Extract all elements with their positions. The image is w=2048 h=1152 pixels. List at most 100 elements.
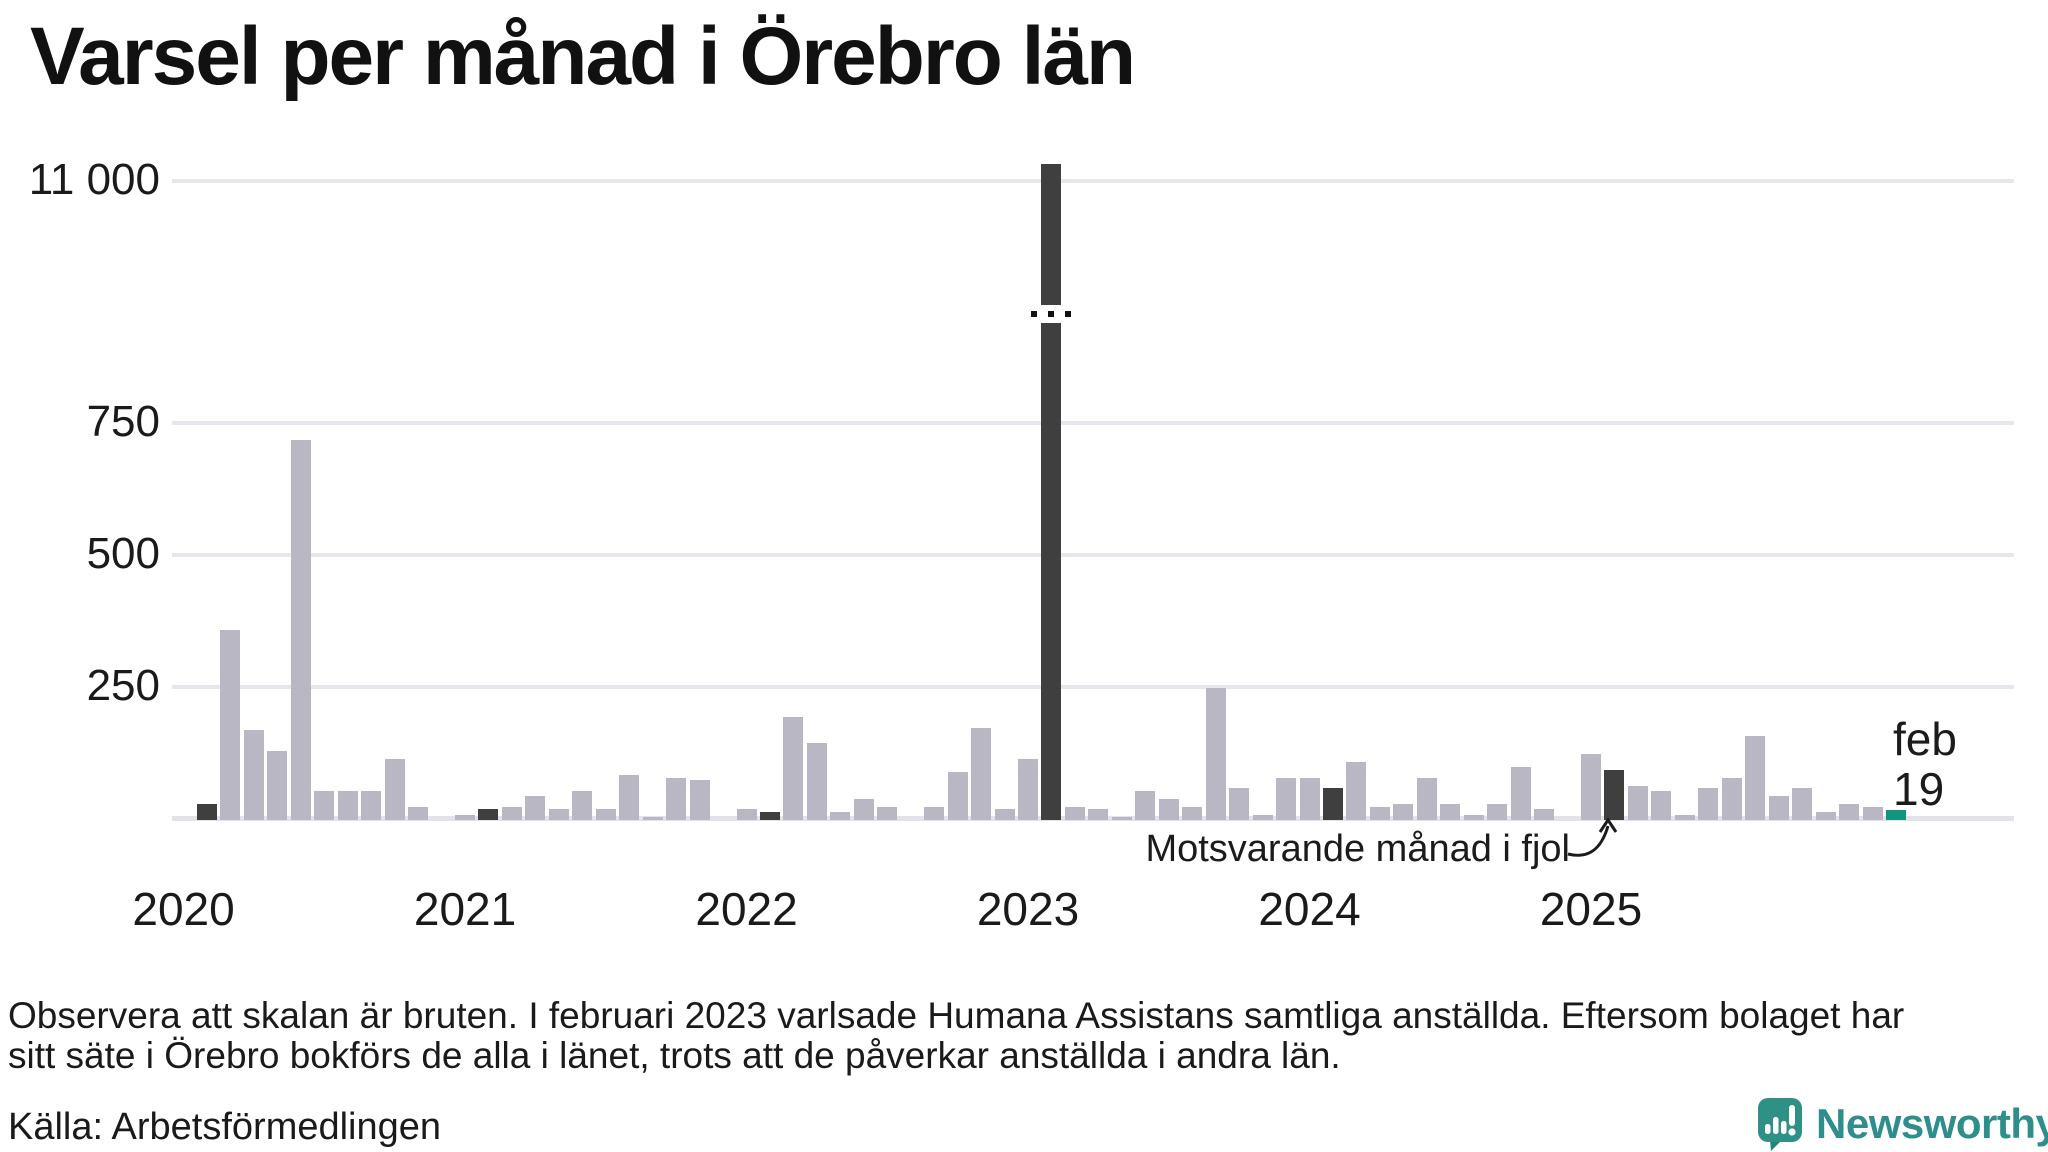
- bar-2023-09: [1205, 688, 1226, 820]
- current-month-value: 19: [1893, 763, 1945, 815]
- bar-2020-11: [408, 806, 429, 820]
- gridline: [172, 421, 2014, 425]
- bar-2021-09: [642, 817, 663, 820]
- axis-break-dot: [1048, 311, 1055, 317]
- bar-2022-06: [853, 798, 874, 820]
- annotation-label: Motsvarande månad i fjol: [1145, 828, 1570, 870]
- bar-2021-01: [455, 814, 476, 820]
- x-axis-year-label: 2021: [413, 883, 517, 935]
- bar-2023-12: [1276, 777, 1297, 820]
- bar-2025-09: [1768, 796, 1789, 820]
- bar-2025-05: [1674, 814, 1695, 820]
- bar-2021-03: [501, 806, 522, 820]
- bar-2020-05: [267, 751, 288, 820]
- bar-2025-12: [1839, 804, 1860, 820]
- x-axis-year-label: 2024: [1258, 883, 1361, 935]
- bar-2022-11: [971, 727, 992, 820]
- bar-2021-08: [619, 775, 640, 820]
- bar-2021-02: [478, 809, 499, 820]
- current-month-name: feb: [1893, 713, 1957, 765]
- bar-2022-02: [759, 812, 780, 820]
- bar-2022-12: [994, 809, 1015, 820]
- x-axis-year-label: 2020: [132, 883, 235, 935]
- x-axis-year-label: 2025: [1539, 883, 1643, 935]
- bar-2025-01: [1581, 754, 1602, 820]
- bar-2023-01: [1018, 759, 1039, 820]
- bar-2022-04: [806, 743, 827, 820]
- bar-2025-08: [1745, 735, 1766, 820]
- bar-2020-02: [197, 804, 217, 820]
- bar-2020-08: [337, 790, 358, 820]
- bar-2021-05: [548, 809, 569, 820]
- bar-2023-04: [1088, 809, 1109, 820]
- bar-2026-02: [1885, 809, 1906, 820]
- bar-2020-04: [243, 730, 264, 820]
- bar-2021-11: [689, 780, 710, 820]
- y-tick-label: 11 000: [28, 155, 160, 204]
- bar-2022-10: [947, 772, 968, 820]
- newsworthy-logo-text: Newsworthy: [1816, 1100, 2048, 1147]
- bar-2023-02-top: [1041, 164, 1062, 305]
- bar-2023-05: [1111, 817, 1132, 820]
- bar-2022-09: [924, 806, 945, 820]
- bar-2020-03: [220, 629, 241, 820]
- page-title: Varsel per månad i Örebro län: [30, 11, 1136, 102]
- bar-2025-10: [1792, 788, 1813, 820]
- bar-2025-11: [1815, 812, 1836, 820]
- bar-2023-08: [1182, 806, 1203, 820]
- bar-2020-10: [384, 759, 405, 820]
- bar-2024-01: [1299, 777, 1320, 820]
- bar-2022-01: [736, 809, 757, 820]
- bar-2026-01: [1862, 806, 1883, 820]
- bar-2024-08: [1463, 814, 1484, 820]
- current-month-label: feb 19: [1893, 714, 1957, 814]
- newsworthy-bubble-icon: [1758, 1098, 1802, 1151]
- bar-2023-10: [1229, 788, 1250, 820]
- bar-2022-05: [830, 812, 851, 820]
- bar-2025-06: [1698, 788, 1719, 820]
- bar-2021-07: [595, 809, 616, 820]
- footnote-line: sitt säte i Örebro bokförs de alla i län…: [8, 1035, 1341, 1076]
- gridline: [172, 179, 2014, 183]
- bar-2020-06: [290, 439, 311, 820]
- bar-2024-06: [1416, 777, 1437, 820]
- x-axis-year-label: 2023: [976, 883, 1080, 935]
- bar-2024-04: [1369, 806, 1390, 820]
- bar-2021-06: [572, 790, 593, 820]
- bar-2025-02: [1604, 769, 1625, 820]
- bar-2024-02: [1322, 788, 1343, 820]
- bar-2025-03: [1627, 785, 1648, 820]
- bar-2024-09: [1487, 804, 1508, 820]
- bar-2020-07: [314, 790, 335, 820]
- y-tick-label: 250: [86, 661, 160, 710]
- gridline: [172, 685, 2014, 689]
- bar-2023-06: [1135, 790, 1156, 820]
- bar-2024-05: [1393, 804, 1414, 820]
- bar-2022-07: [877, 806, 898, 820]
- y-tick-label: 500: [86, 529, 160, 578]
- footnote-line: Observera att skalan är bruten. I februa…: [8, 995, 1905, 1036]
- bar-2024-10: [1510, 767, 1531, 820]
- footnote: Observera att skalan är bruten. I februa…: [8, 996, 2044, 1076]
- bar-2023-11: [1252, 814, 1273, 820]
- bar-2024-03: [1346, 761, 1367, 820]
- bar-2020-09: [361, 790, 382, 820]
- axis-break-dot: [1031, 311, 1038, 317]
- bar-2024-07: [1440, 804, 1461, 820]
- gridline: [172, 553, 2014, 557]
- bar-2021-10: [666, 777, 687, 820]
- annotation-arrow-icon: [1567, 817, 1618, 857]
- bar-2021-04: [525, 796, 546, 820]
- bar-2024-11: [1534, 809, 1555, 820]
- axis-break-dot: [1065, 311, 1072, 317]
- bar-2025-07: [1721, 777, 1742, 820]
- newsworthy-logo: Newsworthy: [1756, 1096, 2048, 1152]
- bar-2023-02: [1041, 323, 1062, 820]
- bar-2023-03: [1064, 806, 1085, 820]
- source-label: Källa: Arbetsförmedlingen: [8, 1106, 442, 1148]
- bar-2023-07: [1158, 798, 1179, 820]
- y-tick-label: 750: [86, 397, 160, 446]
- bar-2022-03: [783, 717, 804, 820]
